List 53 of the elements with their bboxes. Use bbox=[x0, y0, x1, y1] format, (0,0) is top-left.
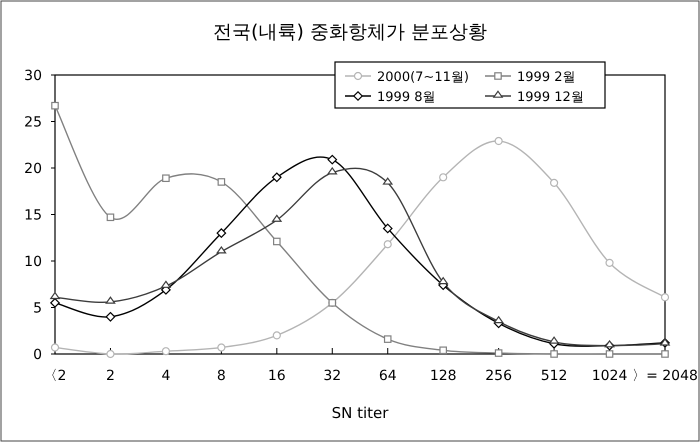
x-tick-label: 2 bbox=[106, 368, 115, 384]
point bbox=[327, 154, 338, 164]
y-tick-label: 5 bbox=[33, 300, 42, 316]
point bbox=[439, 173, 448, 182]
point bbox=[494, 136, 503, 146]
x-tick-label: 8 bbox=[216, 368, 226, 384]
point bbox=[606, 350, 614, 358]
point bbox=[272, 172, 282, 182]
point bbox=[162, 174, 170, 182]
y-tick-label: 0 bbox=[33, 347, 42, 363]
x-tick-label: 〉= 2048 bbox=[632, 368, 698, 384]
point bbox=[51, 102, 59, 110]
point bbox=[605, 258, 614, 267]
legend-label: 1999 12월 bbox=[517, 90, 584, 105]
legend-label: 1999 2월 bbox=[517, 70, 576, 85]
point bbox=[50, 298, 60, 308]
legend-label: 2000(7~11월) bbox=[377, 70, 469, 85]
chart-title: 전국(내륙) 중화항체가 분포상황 bbox=[213, 21, 487, 43]
point bbox=[550, 178, 558, 187]
point bbox=[382, 224, 393, 234]
point bbox=[439, 346, 447, 354]
point bbox=[384, 335, 392, 343]
point bbox=[217, 343, 226, 352]
point bbox=[660, 293, 670, 302]
point bbox=[550, 350, 558, 358]
point bbox=[162, 347, 170, 356]
legend-label: 1999 8월 bbox=[377, 90, 436, 105]
y-tick-label: 20 bbox=[24, 161, 42, 177]
x-tick-label: 4 bbox=[161, 368, 170, 384]
x-axis-title: SN titer bbox=[332, 404, 390, 422]
x-tick-label: 256 bbox=[485, 368, 512, 384]
x-tick-label: 〈2 bbox=[44, 368, 66, 384]
point bbox=[106, 350, 115, 358]
point bbox=[273, 238, 281, 246]
point bbox=[494, 349, 502, 357]
point bbox=[216, 228, 226, 238]
x-tick-label: 1024 bbox=[592, 368, 628, 384]
y-tick-label: 10 bbox=[24, 254, 42, 270]
y-tick-label: 30 bbox=[24, 68, 42, 84]
point bbox=[384, 240, 392, 248]
point bbox=[50, 343, 60, 352]
point bbox=[272, 331, 281, 340]
y-tick-label: 25 bbox=[24, 114, 42, 130]
point bbox=[106, 312, 116, 322]
x-tick-label: 64 bbox=[378, 368, 397, 384]
x-tick-label: 32 bbox=[323, 368, 342, 384]
x-tick-label: 512 bbox=[540, 368, 568, 384]
y-tick-label: 15 bbox=[24, 208, 42, 224]
point bbox=[218, 178, 226, 186]
point bbox=[106, 213, 114, 222]
point bbox=[661, 350, 669, 358]
x-tick-label: 128 bbox=[430, 368, 457, 384]
x-tick-label: 16 bbox=[268, 368, 286, 384]
